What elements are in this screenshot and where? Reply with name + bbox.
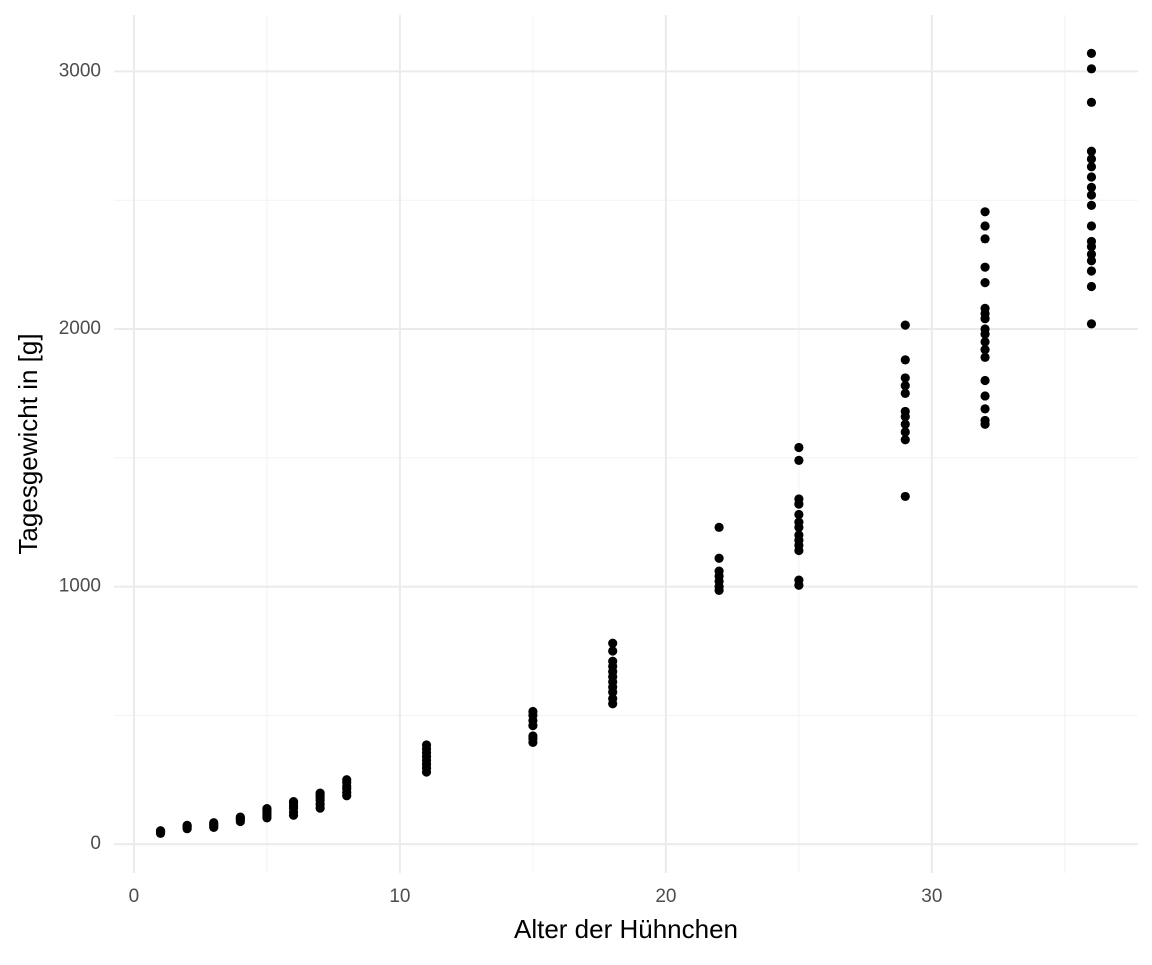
point <box>421 740 432 750</box>
point <box>980 278 990 288</box>
point <box>1086 221 1097 231</box>
point <box>1086 249 1097 259</box>
point <box>714 553 724 563</box>
point <box>1086 190 1097 200</box>
point <box>900 491 910 502</box>
point <box>1086 97 1097 107</box>
point <box>714 566 724 576</box>
point <box>1086 172 1097 182</box>
point <box>900 381 910 391</box>
point <box>1086 281 1097 292</box>
point <box>528 731 538 741</box>
point <box>155 826 166 836</box>
point <box>900 427 910 437</box>
point <box>980 352 990 362</box>
point <box>1086 154 1097 164</box>
y-tick-label: 1000 <box>59 576 101 597</box>
point <box>182 820 192 830</box>
point <box>900 419 910 429</box>
x-tick-label: 10 <box>389 886 410 907</box>
y-tick-label: 3000 <box>59 60 101 81</box>
point <box>980 303 990 313</box>
point <box>209 818 219 828</box>
point <box>980 337 990 347</box>
point <box>1086 146 1097 156</box>
point <box>980 391 990 401</box>
point <box>794 494 804 504</box>
point <box>794 517 804 527</box>
point <box>1086 64 1097 74</box>
point <box>235 812 245 822</box>
y-tick-label: 2000 <box>59 318 101 339</box>
point <box>980 207 990 217</box>
point <box>794 530 804 540</box>
point <box>794 575 804 585</box>
point <box>262 804 272 814</box>
point <box>980 221 990 231</box>
point <box>342 775 352 785</box>
point <box>1086 162 1097 172</box>
point <box>794 442 804 453</box>
point <box>608 646 618 656</box>
x-tick-label: 0 <box>129 886 140 907</box>
point <box>315 788 325 798</box>
point <box>288 797 299 807</box>
point <box>1086 319 1097 329</box>
point <box>980 324 990 334</box>
point <box>980 344 990 355</box>
point <box>1086 236 1097 247</box>
point <box>794 455 804 465</box>
x-axis-title: Alter der Hühnchen <box>514 914 738 944</box>
point <box>900 373 910 383</box>
point <box>900 406 910 417</box>
point <box>980 404 990 414</box>
point <box>528 706 538 717</box>
point <box>794 509 804 520</box>
x-tick-label: 30 <box>921 886 942 907</box>
point <box>900 388 910 398</box>
point <box>900 355 910 365</box>
point <box>1086 200 1097 210</box>
point <box>1086 266 1097 276</box>
y-axis-title: Tagesgewicht in [g] <box>13 333 43 554</box>
point <box>1086 48 1097 58</box>
point <box>980 262 990 272</box>
point <box>1086 182 1097 192</box>
point <box>980 234 990 244</box>
point <box>714 522 724 532</box>
point <box>980 415 990 426</box>
point <box>608 638 618 648</box>
point <box>980 375 990 386</box>
point <box>608 694 618 704</box>
point <box>900 320 910 330</box>
point <box>900 435 910 445</box>
point <box>608 656 618 666</box>
y-tick-label: 0 <box>90 833 101 854</box>
point <box>1086 256 1097 266</box>
x-tick-label: 20 <box>655 886 676 907</box>
